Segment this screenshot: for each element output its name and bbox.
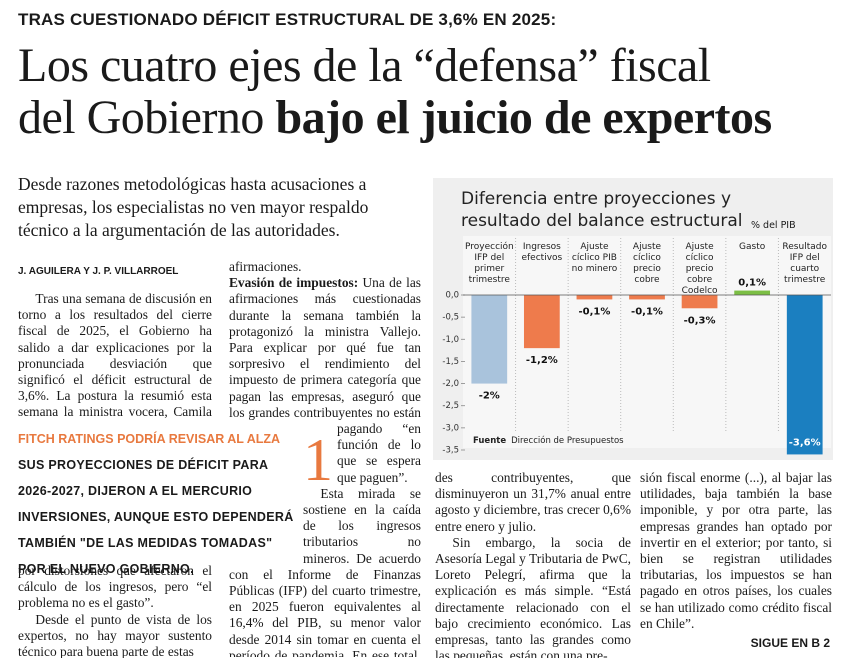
- value-label: -2%: [479, 391, 500, 402]
- y-tick-label: -2,0: [442, 379, 459, 389]
- y-tick-label: -3,0: [442, 423, 459, 433]
- bar: [786, 295, 823, 455]
- bar: [629, 295, 665, 300]
- category-label: Resultado IFP del cuarto trimestre: [782, 242, 827, 285]
- chart-title: Diferencia entre proyecciones y resultad…: [461, 189, 743, 231]
- chart: Diferencia entre proyecciones y resultad…: [433, 178, 833, 460]
- point: 1 Evasión de impuestos: Una de las afirma…: [229, 275, 421, 493]
- source: Fuente Dirección de Presupuestos: [473, 435, 624, 446]
- paragraph: des contribuyentes, que disminuyeron un …: [435, 470, 631, 534]
- callout-box: FITCH RATINGS PODRÍA REVISAR AL ALZA SUS…: [18, 432, 302, 576]
- value-label: 0,1%: [738, 278, 766, 289]
- kicker: TRAS CUESTIONADO DÉFICIT ESTRUCTURAL DE …: [18, 10, 557, 29]
- category-label: Ajuste cíclico precio cobre: [632, 242, 662, 285]
- paragraph: Tras una semana de discusión en torno a …: [18, 291, 212, 421]
- point-title: Evasión de impuestos:: [229, 275, 359, 291]
- category-label: Gasto: [739, 242, 766, 252]
- bar: [681, 295, 718, 309]
- bar: [523, 295, 560, 349]
- headline-line: Los cuatro ejes de la “defensa” fiscal: [18, 39, 711, 92]
- y-tick-label: -2,5: [442, 401, 459, 411]
- bar: [734, 290, 771, 295]
- drop-cap: 1: [303, 427, 333, 493]
- paragraph: por distorsiones que afectaron el cálcul…: [18, 563, 212, 611]
- paragraph: Sin embargo, la socia de Asesoría Legal …: [435, 534, 631, 658]
- category-label: Ajuste cíclico precio cobre Codelco: [681, 242, 718, 296]
- column: por distorsiones que afectaron el cálcul…: [18, 563, 212, 658]
- value-label: -0,3%: [684, 315, 716, 326]
- lead: Desde razones metodológicas hasta acusac…: [18, 174, 369, 240]
- y-tick-label: -1,0: [442, 335, 459, 345]
- value-label: -1,2%: [526, 355, 558, 366]
- category-label: Ingresos efectivos: [521, 242, 563, 263]
- spacer: [229, 433, 303, 551]
- paragraph: afirmaciones.: [229, 259, 302, 274]
- value-label: -3,6%: [789, 437, 821, 448]
- column: afirmaciones. 1 Evasión de impuestos: Una…: [229, 259, 421, 657]
- continued-note: SIGUE EN B 2: [750, 636, 830, 650]
- callout-text: SUS PROYECCIONES DE DÉFICIT PARA 2026-20…: [18, 458, 294, 576]
- column: sión fiscal enorme (...), al bajar las u…: [640, 470, 832, 630]
- y-tick-label: -3,5: [442, 446, 459, 456]
- category-label: Proyección IFP del primer trimestre: [465, 242, 514, 285]
- bar: [576, 295, 613, 300]
- chart-svg: 0,0 -0,5 -1,0 -1,5 -2,0 -2,5 -3,0 -3,5 -2% -1,2% -…: [442, 236, 831, 456]
- paragraph: Desde el punto de vista de los expertos,…: [18, 611, 212, 658]
- paragraph: Esta mirada se sostiene en la caída de l…: [229, 485, 421, 657]
- source-text: Dirección de Presupuestos: [511, 435, 624, 446]
- column: Tras una semana de discusión en torno a …: [18, 291, 212, 421]
- callout-title: FITCH RATINGS PODRÍA REVISAR AL ALZA: [18, 432, 281, 446]
- category-label: Ajuste cíclico PIB no minero: [571, 242, 618, 274]
- byline: J. AGUILERA Y J. P. VILLARROEL: [18, 266, 179, 277]
- point-text: Una de las afirmaciones más cuestionadas…: [229, 275, 421, 485]
- value-label: -0,1%: [631, 306, 663, 317]
- headline-text: del Gobierno: [18, 91, 264, 144]
- column: des contribuyentes, que disminuyeron un …: [435, 470, 631, 658]
- value-label: -0,1%: [578, 306, 610, 317]
- headline: Los cuatro ejes de la “defensa” fiscal d…: [18, 40, 838, 144]
- paragraph: sión fiscal enorme (...), al bajar las u…: [640, 470, 832, 630]
- y-tick-label: -0,5: [442, 313, 459, 323]
- unit-label: % del PIB: [751, 220, 796, 231]
- source-label: Fuente: [473, 436, 506, 446]
- headline-bold: bajo el juicio de expertos: [275, 91, 772, 144]
- bar: [471, 295, 508, 384]
- headline-line: del Gobierno bajo el juicio de expertos: [18, 92, 838, 144]
- y-tick-label: 0,0: [445, 291, 459, 301]
- y-tick-label: -1,5: [442, 357, 459, 367]
